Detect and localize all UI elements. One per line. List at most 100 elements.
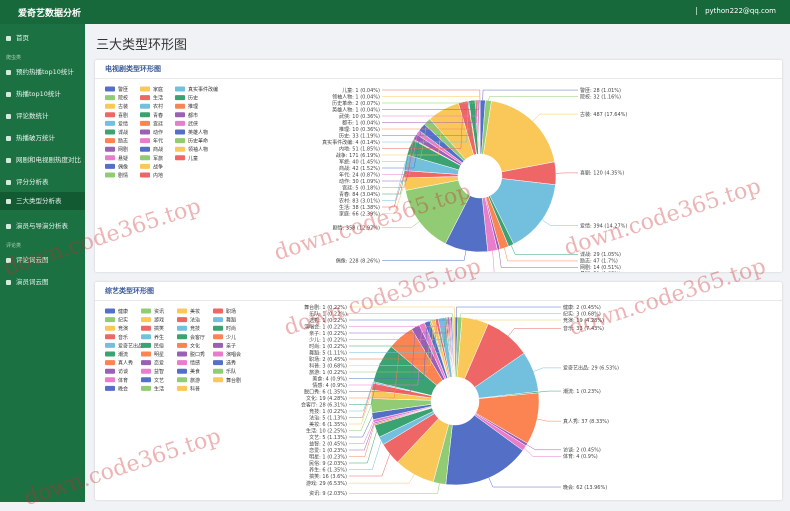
legend-swatch [105, 309, 115, 314]
leader-line [382, 90, 480, 100]
legend-swatch [105, 317, 115, 322]
legend-swatch [141, 360, 151, 365]
legend-label: 生活 [153, 95, 163, 102]
data-label: 舞蹈: 5 (1.11%) [309, 349, 347, 356]
data-label: 文艺: 5 (1.13%) [309, 434, 347, 441]
menu-label: 评论词云图 [16, 256, 49, 264]
legend-label: 家庭 [153, 86, 163, 93]
menu-section: 爬虫类 [6, 54, 21, 61]
data-label: 商战: 42 (1.52%) [339, 165, 380, 172]
menu-item[interactable]: 三大类型分析表 [0, 192, 85, 210]
legend-label: 少儿 [226, 334, 236, 341]
legend-swatch [105, 377, 115, 382]
data-label: 都市: 1 (0.04%) [342, 119, 380, 126]
legend-label: 科普 [190, 385, 200, 392]
data-label: 美食: 4 (0.9%) [312, 375, 347, 382]
legend-swatch [141, 334, 151, 339]
menu-item[interactable]: 评论词云图 [6, 254, 49, 264]
legend-label: 战争 [153, 163, 163, 170]
menu-item[interactable]: 演员词云图 [6, 276, 49, 286]
data-label: 爱情: 394 (14.27%) [580, 222, 627, 229]
menu-section: 评论类 [6, 242, 21, 249]
data-label: 青春: 84 (3.04%) [339, 191, 380, 198]
data-label: 访谈: 2 (0.45%) [563, 447, 601, 454]
legend-label: 会客厅 [190, 334, 205, 341]
data-label: 武侠: 10 (0.36%) [339, 113, 380, 120]
legend-label: 院校 [118, 95, 128, 102]
legend-swatch [105, 386, 115, 391]
legend-swatch [213, 309, 223, 314]
leader-line [534, 368, 561, 372]
legend-label: 宫廷 [153, 120, 163, 127]
menu-item[interactable]: 热播top10统计 [6, 88, 61, 98]
leader-line [382, 251, 466, 261]
legend-swatch [105, 112, 115, 117]
legend-label: 真人秀 [118, 360, 133, 367]
leader-line [349, 307, 454, 317]
data-label: 明星: 1 (0.23%) [309, 454, 347, 460]
legend-label: 剧情 [118, 172, 128, 179]
legend-swatch [213, 352, 223, 357]
legend-swatch [105, 95, 115, 100]
leader-line [382, 222, 419, 228]
legend-swatch [105, 164, 115, 169]
legend-swatch [140, 104, 150, 109]
legend-swatch [140, 87, 150, 92]
menu-item[interactable]: 演员与导演分析表 [6, 220, 68, 230]
data-label: 军旅: 40 (1.45%) [339, 158, 380, 165]
legend-swatch [141, 309, 151, 314]
leader-line [349, 406, 371, 431]
legend-swatch [213, 326, 223, 331]
data-label: 历史革命: 2 (0.07%) [332, 100, 380, 107]
legend-swatch [141, 317, 151, 322]
menu-item[interactable]: 预约热播top10统计 [6, 66, 74, 76]
data-label: 音乐: 33 (7.43%) [563, 325, 604, 332]
menu-item[interactable]: 评分分析表 [6, 176, 49, 186]
data-label: 潮流: 1 (0.23%) [563, 388, 601, 395]
legend-label: 搞笑 [154, 325, 164, 332]
data-label: 文化: 19 (4.28%) [306, 395, 347, 402]
menu-label: 热播破万统计 [16, 134, 55, 142]
menu-item[interactable]: 热播破万统计 [6, 132, 55, 142]
menu-item[interactable]: 首页 [6, 32, 29, 42]
legend-swatch [105, 343, 115, 348]
slice [483, 101, 554, 172]
leader-line [483, 90, 578, 100]
legend-swatch [140, 130, 150, 135]
menu-item[interactable]: 评论数统计 [6, 110, 49, 120]
legend-label: 纪实 [118, 317, 128, 324]
data-label: 家庭: 66 (2.39%) [339, 210, 380, 217]
legend-label: 内地 [153, 172, 163, 179]
data-label: 脱口秀: 6 (1.35%) [304, 388, 347, 395]
legend-swatch [141, 343, 151, 348]
data-label: 会客厅: 28 (6.31%) [301, 401, 347, 408]
legend-swatch [175, 138, 185, 143]
leader-line [456, 307, 561, 317]
legend-swatch [175, 155, 185, 160]
legend-label: 历史 [188, 95, 198, 102]
legend-label: 亲子 [226, 342, 236, 349]
legend-label: 青春 [153, 112, 163, 119]
legend-label: 领袖人物 [188, 146, 208, 153]
chart: 健康纪实竞演音乐爱奇艺出品潮流真人秀访谈体育晚会资讯游戏搞笑养生民俗明星恋爱益智… [95, 301, 782, 500]
sidebar: 首页爬虫类预约热播top10统计热播top10统计评论数统计热播破万统计网剧和电… [0, 24, 85, 502]
leader-line [499, 250, 578, 268]
legend-swatch [105, 173, 115, 178]
data-label: 农村: 83 (3.01%) [339, 197, 380, 204]
menu-label: 演员与导演分析表 [16, 222, 68, 230]
legend-label: 时尚 [226, 325, 236, 332]
legend-label: 法治 [190, 317, 200, 324]
legend-label: 晚会 [118, 385, 128, 392]
legend-swatch [175, 87, 185, 92]
user-email[interactable]: python222@qq.com [696, 7, 776, 15]
menu-item[interactable]: 网剧和电视剧热度对比 [6, 154, 81, 164]
leader-line [349, 416, 372, 437]
legend-swatch [140, 112, 150, 117]
legend-label: 生活 [154, 385, 164, 392]
chart-card: 电视剧类型环形图 警匪院校古装喜剧爱情谍战励志网剧悬疑偶像剧情家庭生活农村青春宫… [95, 60, 782, 272]
legend-swatch [177, 377, 187, 382]
legend-label: 音乐 [118, 334, 128, 341]
legend-swatch [177, 334, 187, 339]
legend-swatch [141, 369, 151, 374]
legend-swatch [105, 334, 115, 339]
